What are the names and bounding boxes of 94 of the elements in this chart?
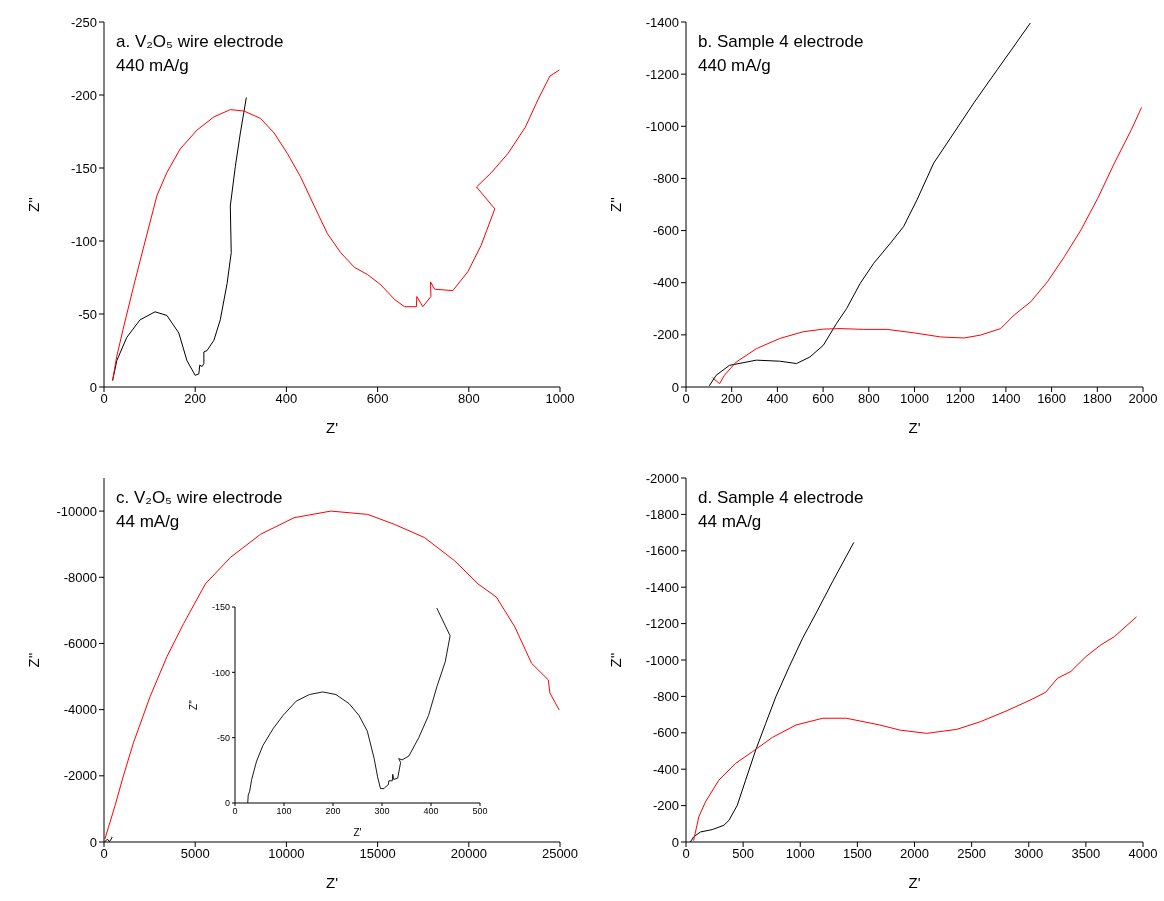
x-tick-label: 1600 xyxy=(1037,391,1067,407)
x-tick-label: 600 xyxy=(812,391,834,407)
y-tick-label: -50 xyxy=(216,732,230,743)
x-tick-label: 25000 xyxy=(541,846,579,862)
y-tick-label: -400 xyxy=(652,761,679,777)
x-tick-label: 1400 xyxy=(991,391,1021,407)
y-tick-label: -600 xyxy=(652,223,679,239)
y-tick-label: -100 xyxy=(70,233,97,249)
x-tick-label: 2500 xyxy=(957,846,987,862)
y-tick-label: -800 xyxy=(652,171,679,187)
y-tick-label: 0 xyxy=(224,798,230,809)
y-tick-label: 0 xyxy=(89,834,97,850)
y-tick-label: -8000 xyxy=(63,569,97,585)
y-tick-label: -2000 xyxy=(63,768,97,784)
y-tick-label: -1000 xyxy=(645,118,679,134)
y-tick-label: -600 xyxy=(652,725,679,741)
line-series xyxy=(712,107,1142,385)
y-axis-title: Z'' xyxy=(607,652,625,668)
y-tick-label: -2000 xyxy=(645,470,679,486)
y-tick-label: -400 xyxy=(652,275,679,291)
y-tick-label: -100 xyxy=(211,667,230,678)
y-tick-label: 0 xyxy=(89,379,97,395)
text: a. V₂O₅ wire electrode xyxy=(116,31,284,53)
x-tick-label: 200 xyxy=(184,391,207,407)
x-tick-label: 400 xyxy=(766,391,789,407)
y-tick-label: -150 xyxy=(70,160,97,176)
x-tick-label: 400 xyxy=(423,806,439,817)
y-tick-label: -1200 xyxy=(645,66,679,82)
x-tick-label: 100 xyxy=(276,806,292,817)
x-tick-label: 600 xyxy=(366,391,389,407)
x-tick-label: 0 xyxy=(100,846,108,862)
y-axis-title: Z'' xyxy=(187,699,199,710)
y-tick-label: -10000 xyxy=(56,503,97,519)
x-tick-label: 400 xyxy=(275,391,298,407)
x-tick-label: 1000 xyxy=(785,846,815,862)
x-tick-label: 300 xyxy=(374,806,390,817)
y-tick-label: -1200 xyxy=(645,616,679,632)
y-tick-label: -150 xyxy=(211,602,230,613)
y-tick-label: -1400 xyxy=(645,579,679,595)
y-tick-label: -50 xyxy=(78,306,97,322)
y-tick-label: -6000 xyxy=(63,636,97,652)
y-axis-title: Z'' xyxy=(25,196,43,212)
y-tick-label: -800 xyxy=(652,689,679,705)
y-tick-label: -4000 xyxy=(63,702,97,718)
x-tick-label: 4000 xyxy=(1128,846,1158,862)
text: 44 mA/g xyxy=(698,511,763,533)
x-tick-label: 800 xyxy=(857,391,880,407)
y-tick-label: -200 xyxy=(652,327,679,343)
x-tick-label: 0 xyxy=(100,391,108,407)
y-tick-label: -250 xyxy=(70,14,97,30)
y-tick-label: -1800 xyxy=(645,507,679,523)
text: 440 mA/g xyxy=(116,55,190,77)
x-tick-label: 1500 xyxy=(842,846,872,862)
x-tick-label: 15000 xyxy=(359,846,396,862)
x-tick-label: 500 xyxy=(472,806,488,817)
x-axis-title: Z' xyxy=(908,874,921,891)
text: c. V₂O₅ wire electrode xyxy=(116,487,283,509)
x-axis-title: Z' xyxy=(908,419,921,436)
x-tick-label: 0 xyxy=(682,846,690,862)
x-tick-label: 0 xyxy=(682,391,690,407)
y-tick-label: -1400 xyxy=(645,14,679,30)
y-tick-label: 0 xyxy=(671,834,679,850)
x-axis-title: Z' xyxy=(325,419,339,436)
text: 440 mA/g xyxy=(698,55,772,77)
x-tick-label: 20000 xyxy=(450,846,487,862)
line-series xyxy=(112,97,247,381)
y-tick-label: -200 xyxy=(70,87,97,103)
x-tick-label: 2000 xyxy=(900,846,929,862)
text: d. Sample 4 electrode xyxy=(698,487,864,509)
x-tick-label: 200 xyxy=(720,391,743,407)
x-tick-label: 0 xyxy=(232,806,238,817)
x-tick-label: 1000 xyxy=(545,391,575,407)
y-tick-label: -200 xyxy=(652,798,679,814)
y-axis-title: Z'' xyxy=(607,196,625,212)
y-axis-title: Z'' xyxy=(25,652,43,668)
line-series xyxy=(693,616,1137,841)
x-tick-label: 1200 xyxy=(945,391,975,407)
x-tick-label: 3500 xyxy=(1071,846,1101,862)
x-tick-label: 10000 xyxy=(268,846,305,862)
x-tick-label: 1800 xyxy=(1082,391,1112,407)
x-tick-label: 2000 xyxy=(1128,391,1158,407)
x-axis-title: Z' xyxy=(325,874,339,891)
x-tick-label: 5000 xyxy=(180,846,210,862)
x-tick-label: 500 xyxy=(732,846,754,862)
x-tick-label: 3000 xyxy=(1014,846,1044,862)
text: b. Sample 4 electrode xyxy=(698,31,864,53)
x-axis-title: Z' xyxy=(353,827,362,838)
y-tick-label: 0 xyxy=(671,379,679,395)
text: 44 mA/g xyxy=(116,511,181,533)
y-tick-label: -1600 xyxy=(645,543,679,559)
x-tick-label: 200 xyxy=(325,806,341,817)
x-tick-label: 800 xyxy=(457,391,480,407)
y-tick-label: -1000 xyxy=(645,652,679,668)
x-tick-label: 1000 xyxy=(900,391,929,407)
